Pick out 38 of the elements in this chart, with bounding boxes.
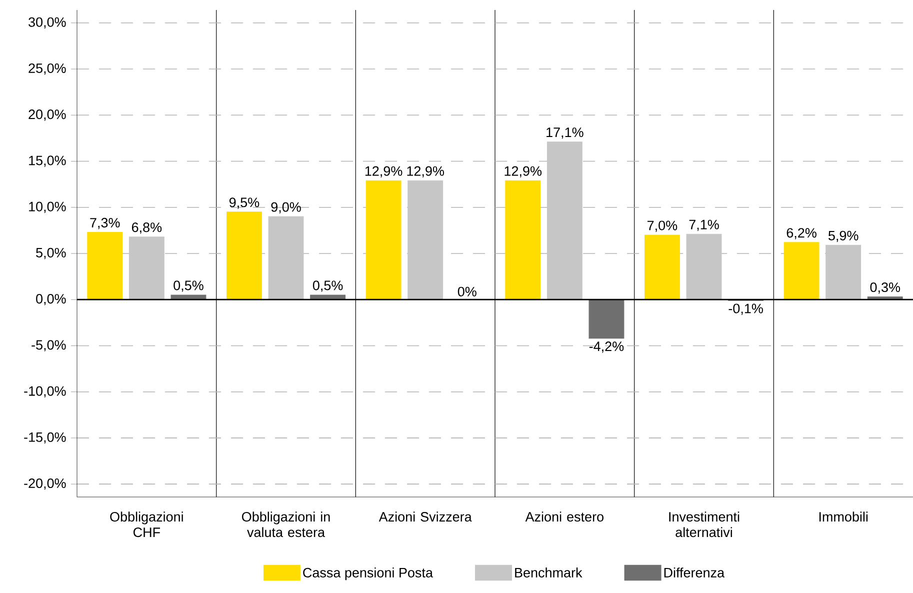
y-tick-label: 20,0%	[28, 110, 66, 121]
legend-label: Benchmark	[515, 568, 582, 578]
y-tick-label: 30,0%	[28, 17, 66, 28]
data-label: 9,0%	[271, 202, 301, 214]
y-tick-label: 10,0%	[29, 202, 66, 213]
data-label: 0%	[458, 286, 476, 296]
data-label: 12,9%	[407, 166, 444, 178]
data-label: -4,2%	[589, 342, 624, 353]
y-tick-label: 25,0%	[28, 63, 66, 75]
data-label: 9,5%	[229, 198, 260, 209]
data-label: 0,5%	[312, 280, 343, 292]
x-tick-label: Investimenti alternativi	[669, 512, 740, 538]
data-label: -0,1%	[728, 304, 763, 315]
x-tick-label: Azioni Svizzera	[378, 512, 472, 522]
y-tick-label: -5,0%	[32, 340, 66, 352]
y-tick-label: 15,0%	[29, 156, 66, 167]
data-label: 7,3%	[90, 218, 120, 230]
y-tick-label: 0,0%	[36, 294, 66, 306]
x-tick-label: Immobili	[819, 512, 868, 522]
data-label: 7,0%	[648, 220, 678, 232]
data-label: 17,1%	[546, 128, 584, 139]
data-label: 0,5%	[174, 280, 204, 292]
legend-label: Cassa pensioni Posta	[303, 568, 433, 580]
y-tick-label: 5,0%	[36, 248, 66, 260]
data-label: 6,2%	[786, 228, 816, 240]
data-label: 12,9%	[504, 166, 542, 178]
data-label: 7,1%	[689, 220, 719, 231]
y-tick-label: -15,0%	[24, 432, 66, 444]
x-tick-label: Obbligazioni in valuta estera	[242, 512, 330, 538]
data-label: 5,9%	[828, 230, 858, 242]
y-tick-label: -10,0%	[24, 386, 66, 398]
x-tick-label: Azioni estero	[525, 512, 604, 522]
data-label: 6,8%	[132, 222, 162, 234]
legend-label: Differenza	[664, 568, 725, 578]
x-tick-label: Obbligazioni CHF	[110, 512, 183, 538]
data-label: 0,3%	[870, 282, 900, 294]
data-label: 12,9%	[365, 166, 402, 178]
y-tick-label: -20,0%	[24, 478, 66, 490]
